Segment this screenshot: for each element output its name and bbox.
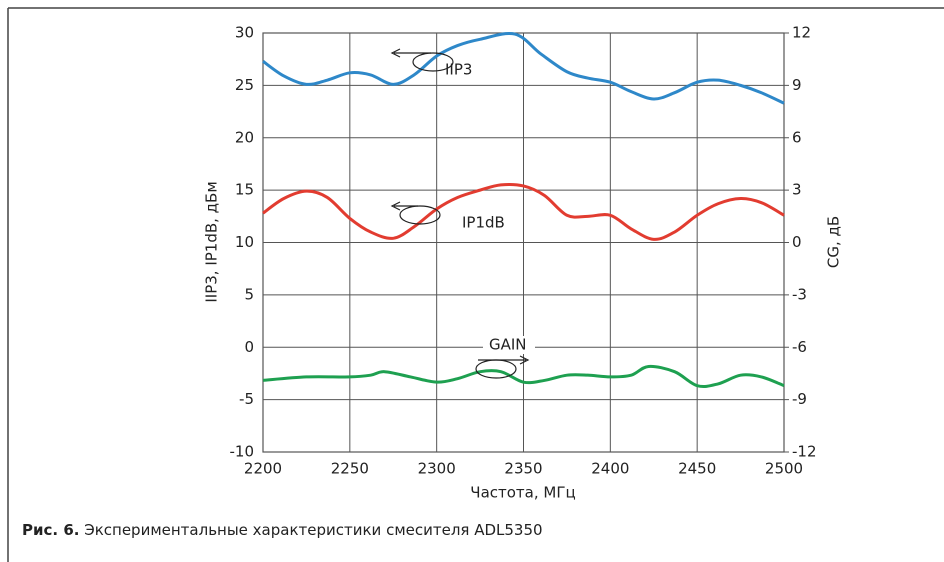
annotations: IIP3 IP1dB GAIN: [390, 48, 535, 379]
caption-text: Экспериментальные характеристики смесите…: [84, 521, 542, 539]
y-tick-label: 0: [244, 338, 254, 356]
arrow: [390, 48, 431, 58]
x-tick-label: 2250: [331, 460, 369, 478]
y2-tick-label: -12: [792, 443, 817, 461]
y-tick-label: 10: [235, 233, 254, 251]
y2-axis-label: CG, дБ: [825, 216, 843, 268]
y-tick-label: 5: [244, 285, 254, 303]
y-tick-label: 25: [235, 76, 254, 94]
plot: 2200 2250 2300 2350 2400 2450 2500 -10 -5 0 5 10 15 2…: [230, 24, 817, 478]
y2-tick-label: 12: [792, 24, 811, 42]
y-tick-label: -5: [239, 390, 254, 408]
x-tick-label: 2350: [504, 460, 542, 478]
y2-tick-label: -3: [792, 285, 807, 303]
x-tick-label: 2200: [244, 460, 282, 478]
series-line: [262, 31, 785, 105]
series-line: [262, 364, 785, 388]
y-tick-label: 20: [235, 128, 254, 146]
caption: Рис. 6. Экспериментальные характеристики…: [22, 521, 543, 539]
x-tick-label: 2300: [418, 460, 456, 478]
plot-frame: [262, 32, 785, 453]
label-bg: [483, 336, 535, 354]
caption-label: Рис. 6.: [22, 521, 79, 539]
arrow: [478, 355, 530, 365]
y-tick-label: -10: [230, 443, 255, 461]
annotation: IP1dB: [462, 214, 505, 232]
y2-tick-label: -6: [792, 338, 807, 356]
y2-tick-label: 0: [792, 233, 802, 251]
y2-tick-label: -9: [792, 390, 807, 408]
y-tick-label: 15: [235, 181, 254, 199]
x-tick-label: 2400: [591, 460, 629, 478]
annotation: IIP3: [445, 61, 472, 79]
x-tick-label: 2450: [678, 460, 716, 478]
y-tick-label: 30: [235, 24, 254, 42]
annotation: GAIN: [489, 336, 527, 354]
series-line: [262, 182, 785, 241]
y-axis-label: IIP3, IP1dB, дБм: [203, 181, 221, 302]
x-axis-label: Частота, МГц: [470, 484, 575, 502]
callout: [412, 52, 454, 72]
x-tick-label: 2500: [765, 460, 803, 478]
y2-tick-label: 3: [792, 181, 802, 199]
y2-tick-label: 6: [792, 128, 802, 146]
arrow: [390, 201, 418, 211]
callout: [475, 359, 517, 379]
callout: [399, 205, 441, 225]
y2-tick-label: 9: [792, 76, 802, 94]
